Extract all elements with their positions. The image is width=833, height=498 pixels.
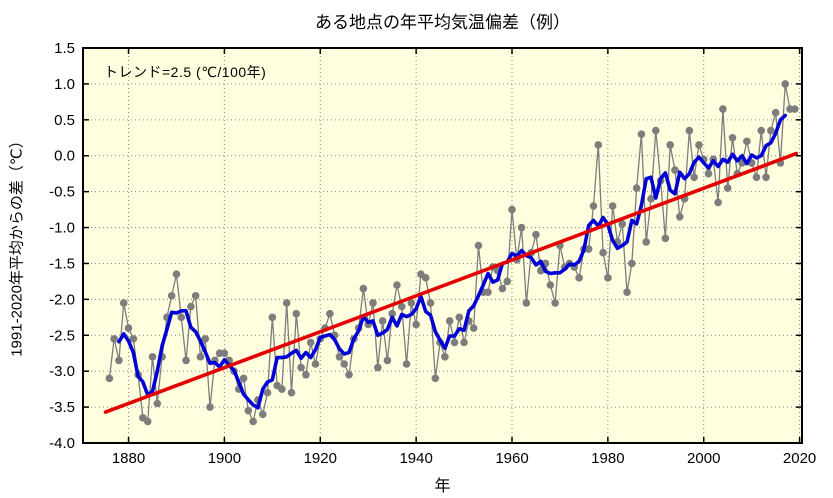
y-tick-label: -2.5 <box>49 327 75 344</box>
y-tick-label: -3.0 <box>49 363 75 380</box>
x-tick-label: 2020 <box>783 450 816 467</box>
y-tick-label: -1.5 <box>49 255 75 272</box>
x-tick-label: 1920 <box>304 450 337 467</box>
y-tick-label: 1.0 <box>54 76 75 93</box>
x-tick-label: 1960 <box>495 450 528 467</box>
tick-marks <box>83 47 802 444</box>
y-tick-labels: 1.5 1.0 0.5 0.0 -0.5 -1.0 -1.5 -2.0 -2.5 -3.0 -3.5… <box>49 40 75 452</box>
chart-title: ある地点の年平均気温偏差（例） <box>315 13 570 32</box>
x-tick-label: 2000 <box>687 450 720 467</box>
plot-background <box>83 48 802 443</box>
y-tick-label: 0.0 <box>54 148 75 165</box>
plot-border <box>82 47 803 444</box>
x-tick-label: 1900 <box>208 450 241 467</box>
y-tick-label: -3.5 <box>49 399 75 416</box>
x-tick-labels: 1880 1900 1920 1940 1960 1980 2000 2020 <box>112 450 816 467</box>
y-tick-label: 0.5 <box>54 112 75 129</box>
y-tick-label: 1.5 <box>54 40 75 57</box>
y-tick-label: -0.5 <box>49 184 75 201</box>
x-tick-label: 1980 <box>591 450 624 467</box>
trend-line <box>103 151 799 414</box>
x-axis-label: 年 <box>434 478 451 495</box>
x-tick-label: 1880 <box>112 450 145 467</box>
y-tick-label: -2.0 <box>49 291 75 308</box>
y-tick-label: -4.0 <box>49 435 75 452</box>
x-tick-label: 1940 <box>399 450 432 467</box>
y-tick-label: -1.0 <box>49 220 75 237</box>
trend-annotation: トレンド=2.5 (℃/100年) <box>104 64 267 80</box>
